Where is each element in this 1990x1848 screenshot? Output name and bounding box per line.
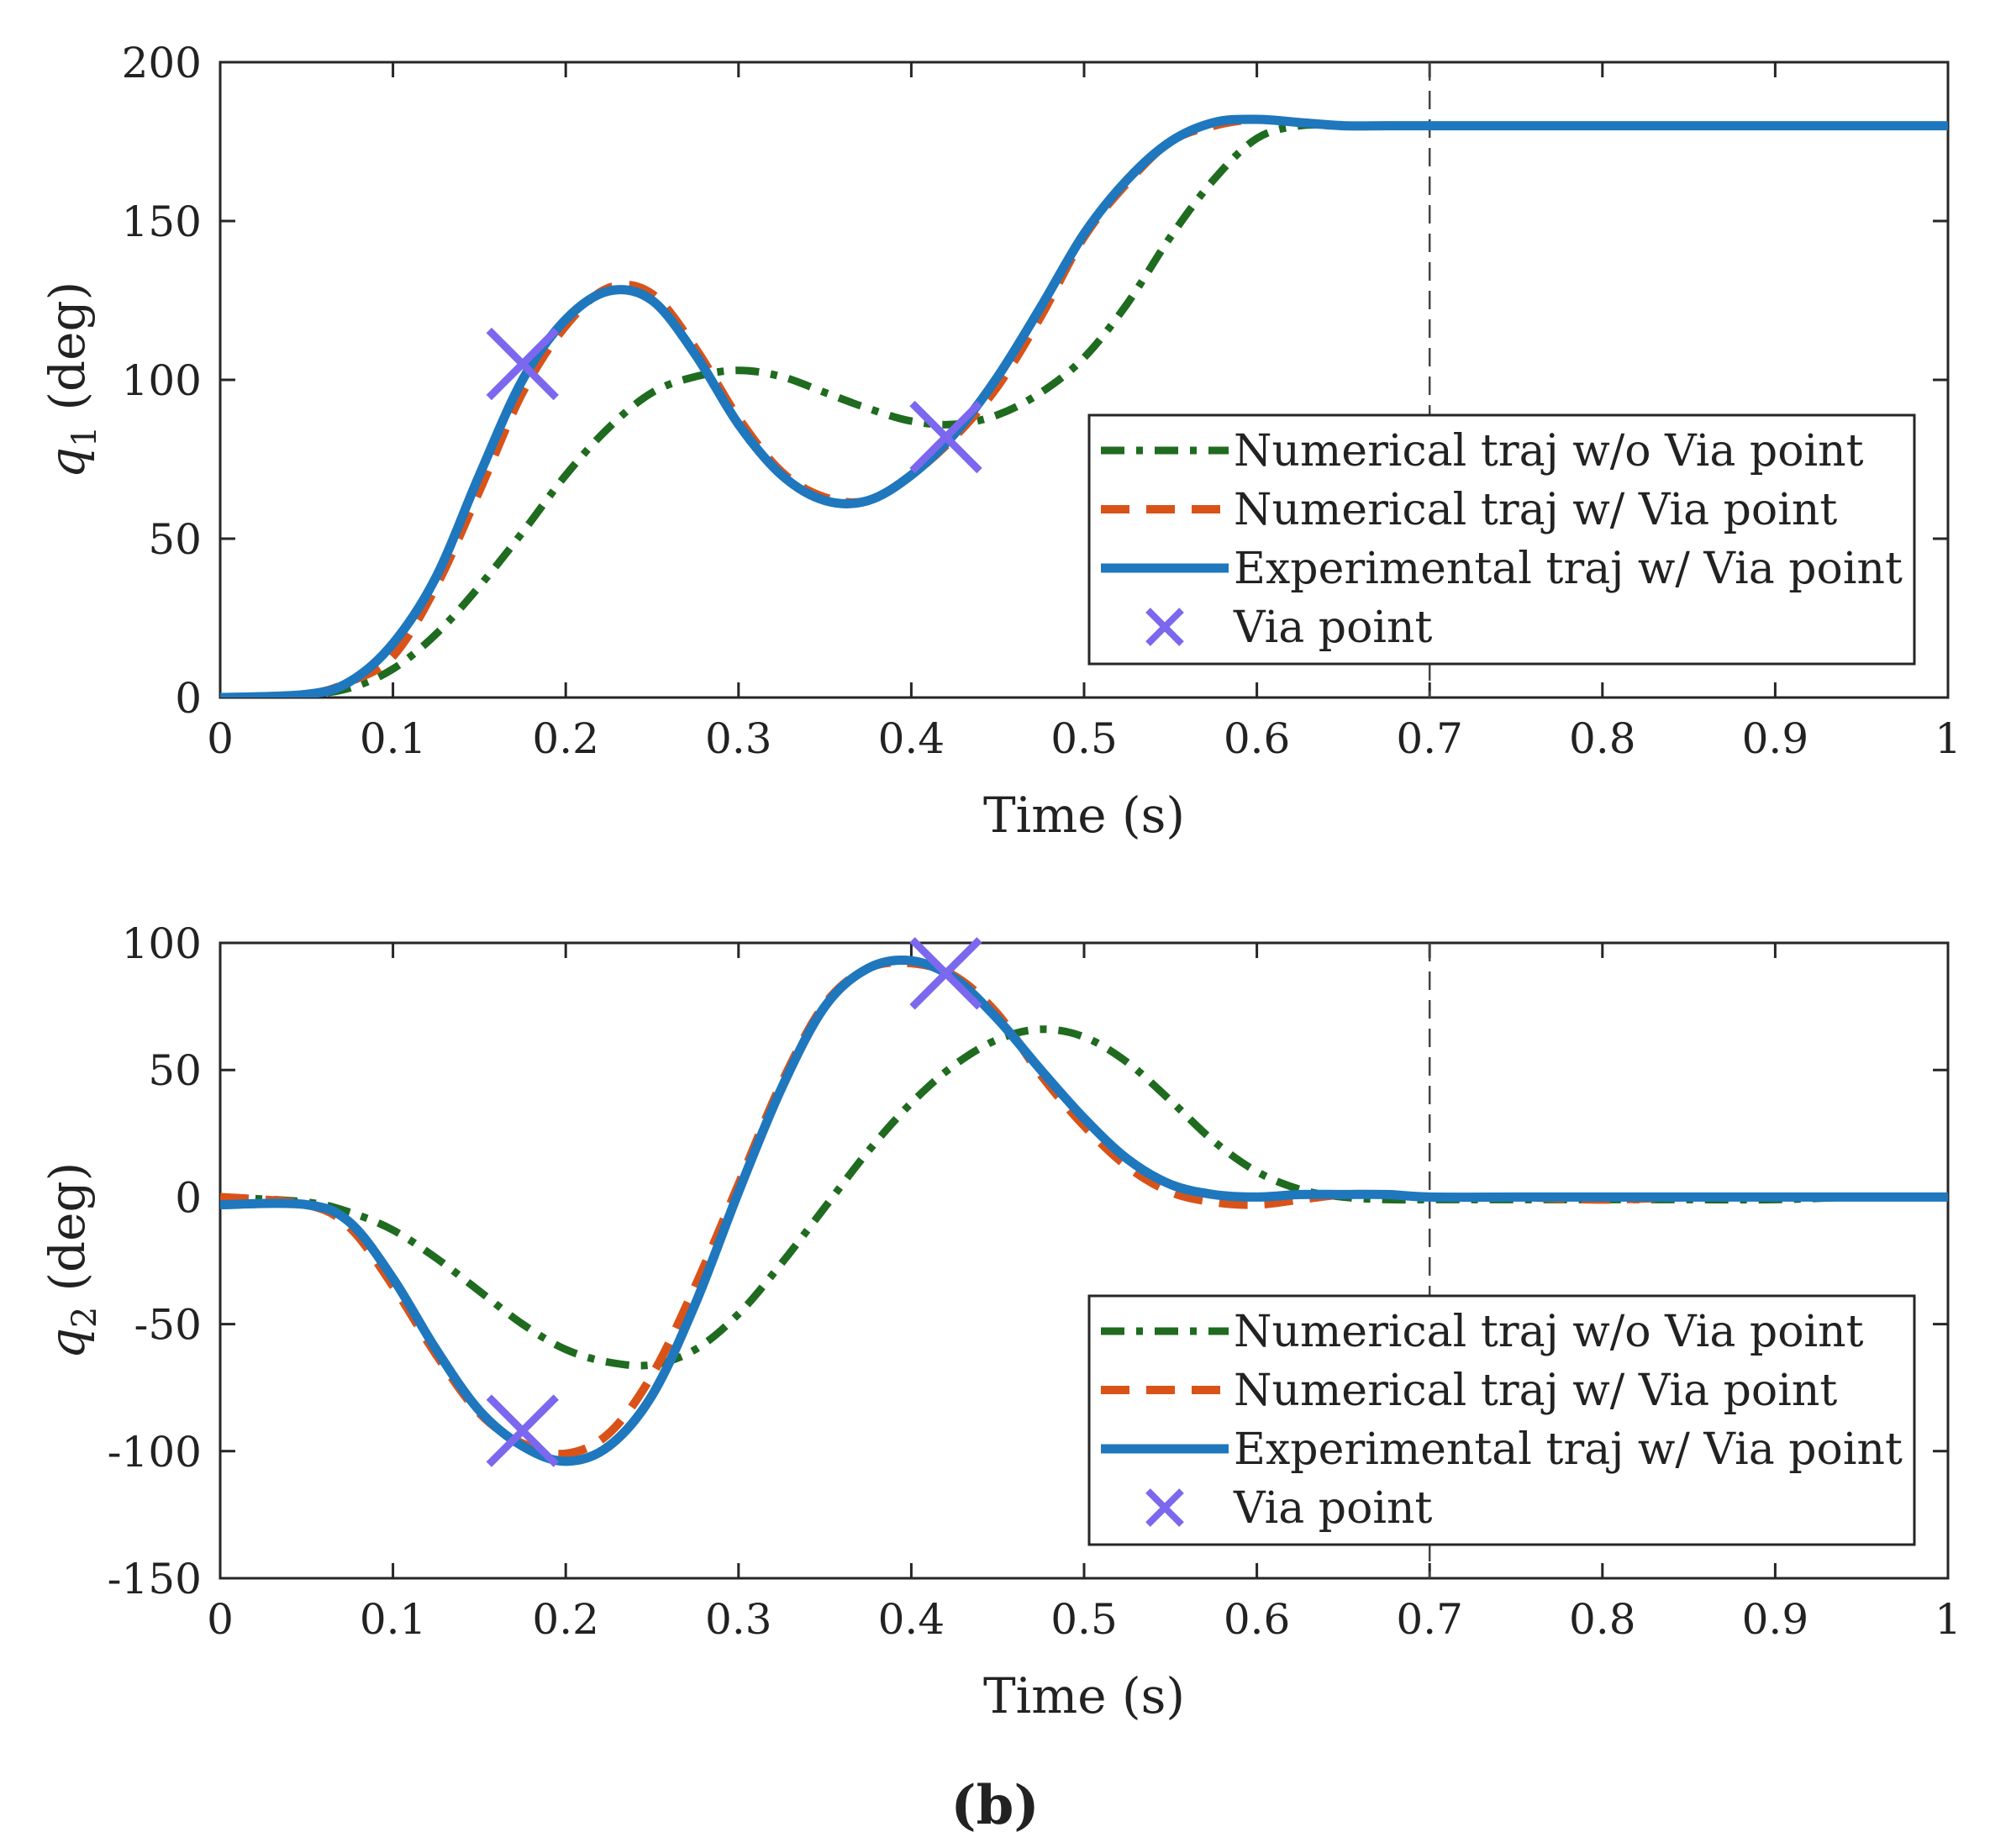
series-line-3 [220, 955, 1948, 1466]
x-tick-label: 0 [207, 1595, 234, 1644]
via-point-marker [909, 937, 982, 1010]
x-tick-label: 0.8 [1569, 1595, 1636, 1644]
y-tick-label: 0 [175, 674, 202, 723]
legend-label-1: Numerical traj w/o Via point [1234, 1307, 1864, 1357]
y-axis-label: q2 (deg) [39, 1162, 104, 1359]
x-axis-label: Time (s) [983, 787, 1185, 844]
x-tick-label: 0.6 [1224, 714, 1291, 763]
y-tick-label: 100 [122, 356, 202, 405]
chart-panel-q1: 0 0.1 0.2 0.3 0.4 0.5 0.6 0.7 0.8 0.9 1 0 50 100 150 20… [39, 39, 1961, 844]
y-tick-label: -150 [108, 1555, 202, 1603]
x-tick-label: 0.5 [1050, 714, 1118, 763]
x-tick-label: 0.3 [705, 714, 772, 763]
x-axis-label: Time (s) [983, 1667, 1185, 1724]
legend: Numerical traj w/o Via point Numerical tr… [1087, 413, 1916, 666]
y-axis-symbol: q [39, 447, 96, 478]
y-axis-unit: (deg) [39, 1162, 96, 1292]
via-point-stroke [909, 400, 982, 474]
x-tick-label: 0.7 [1396, 714, 1463, 763]
y-tick-label: 150 [122, 197, 202, 246]
x-tick-label: 0.9 [1742, 1595, 1809, 1644]
x-tick-label: 0.3 [705, 1595, 772, 1644]
x-tick-label: 0.6 [1224, 1595, 1291, 1644]
y-axis-unit: (deg) [39, 282, 96, 411]
x-tick-label: 0 [207, 714, 234, 763]
series-line-3 [220, 114, 1948, 698]
legend-via-swatch [1145, 608, 1184, 646]
x-tick-label: 0.1 [360, 714, 427, 763]
via-point-marker [486, 1394, 559, 1467]
x-tick-label: 0.8 [1569, 714, 1636, 763]
y-tick-label: 50 [148, 515, 202, 564]
y-axis-subscript: 1 [66, 426, 104, 447]
figure-caption: (b) [950, 1774, 1039, 1837]
via-point-marker [909, 400, 982, 474]
via-point-marker [486, 327, 559, 401]
legend-label-1: Numerical traj w/o Via point [1234, 426, 1864, 476]
y-axis-subscript: 2 [66, 1307, 104, 1328]
x-tick-label: 1 [1935, 714, 1961, 763]
legend-label-3: Experimental traj w/ Via point [1234, 1424, 1903, 1475]
legend-label-via: Via point [1233, 603, 1433, 653]
x-tick-label: 0.4 [878, 1595, 945, 1644]
y-tick-label: 50 [148, 1046, 202, 1095]
x-tick-label: 0.7 [1396, 1595, 1463, 1644]
series-group [220, 955, 1948, 1466]
x-tick-label: 0.5 [1050, 1595, 1118, 1644]
legend-box [1087, 413, 1916, 666]
legend-label-3: Experimental traj w/ Via point [1234, 544, 1903, 594]
x-tick-label: 0.4 [878, 714, 945, 763]
y-tick-label: -100 [108, 1428, 202, 1477]
y-tick-label: -50 [134, 1301, 202, 1350]
legend-label-2: Numerical traj w/ Via point [1234, 1366, 1837, 1416]
x-tick-label: 0.2 [532, 714, 599, 763]
x-tick-label: 0.1 [360, 1595, 427, 1644]
series-line-1 [220, 121, 1948, 698]
via-point-stroke [909, 937, 982, 1010]
legend-via-swatch [1145, 1488, 1184, 1527]
x-tick-label: 1 [1935, 1595, 1961, 1644]
x-tick-label: 0.2 [532, 1595, 599, 1644]
x-tick-label: 0.9 [1742, 714, 1809, 763]
y-tick-label: 100 [122, 919, 202, 968]
y-axis-label: q1 (deg) [39, 282, 104, 478]
via-point-stroke [486, 327, 559, 401]
y-axis-symbol: q [39, 1328, 96, 1359]
via-point-stroke [486, 1394, 559, 1467]
legend: Numerical traj w/o Via point Numerical tr… [1087, 1294, 1916, 1546]
legend-label-2: Numerical traj w/ Via point [1234, 485, 1837, 535]
series-group [220, 114, 1948, 698]
legend-label-via: Via point [1233, 1483, 1433, 1534]
chart-panel-q2: 0 0.1 0.2 0.3 0.4 0.5 0.6 0.7 0.8 0.9 1 -150 -100 -50… [39, 919, 1961, 1724]
y-tick-label: 200 [122, 39, 202, 87]
legend-box [1087, 1294, 1916, 1546]
y-tick-label: 0 [175, 1173, 202, 1222]
